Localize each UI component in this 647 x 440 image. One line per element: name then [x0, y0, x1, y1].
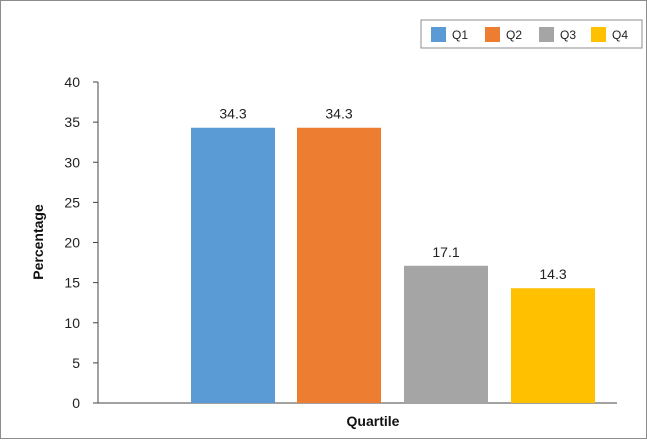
legend-swatch-q2	[485, 27, 500, 42]
legend-label-q3: Q3	[560, 28, 576, 42]
legend-label-q1: Q1	[452, 28, 468, 42]
y-tick-label: 5	[72, 355, 80, 371]
bar-q1	[191, 127, 275, 404]
y-tick-label: 20	[64, 235, 80, 251]
legend-swatch-q3	[539, 27, 554, 42]
y-tick-label: 10	[64, 315, 80, 331]
legend-swatch-q1	[431, 27, 446, 42]
data-label-q2: 34.3	[325, 106, 352, 122]
legend: Q1 Q2 Q3 Q4	[420, 19, 643, 49]
data-label-q1: 34.3	[219, 106, 246, 122]
y-tick-label: 40	[64, 74, 80, 90]
y-axis-title: Percentage	[30, 204, 46, 280]
y-tick-label: 35	[64, 114, 80, 130]
y-axis: 0 5 10 15 20 25 30 35 40	[64, 74, 99, 411]
bar-q2	[297, 127, 381, 404]
data-label-q3: 17.1	[432, 244, 459, 260]
y-tick-label: 0	[72, 395, 80, 411]
legend-swatch-q4	[591, 27, 606, 42]
legend-label-q2: Q2	[506, 28, 522, 42]
data-labels: 34.3 34.3 17.1 14.3	[219, 106, 566, 282]
bar-q4	[511, 288, 595, 403]
y-tick-label: 15	[64, 275, 80, 291]
y-tick-label: 25	[64, 194, 80, 210]
bars	[191, 127, 595, 404]
data-label-q4: 14.3	[539, 266, 566, 282]
legend-label-q4: Q4	[612, 28, 628, 42]
y-tick-label: 30	[64, 154, 80, 170]
bar-q3	[404, 265, 488, 403]
x-axis-title: Quartile	[347, 413, 400, 429]
